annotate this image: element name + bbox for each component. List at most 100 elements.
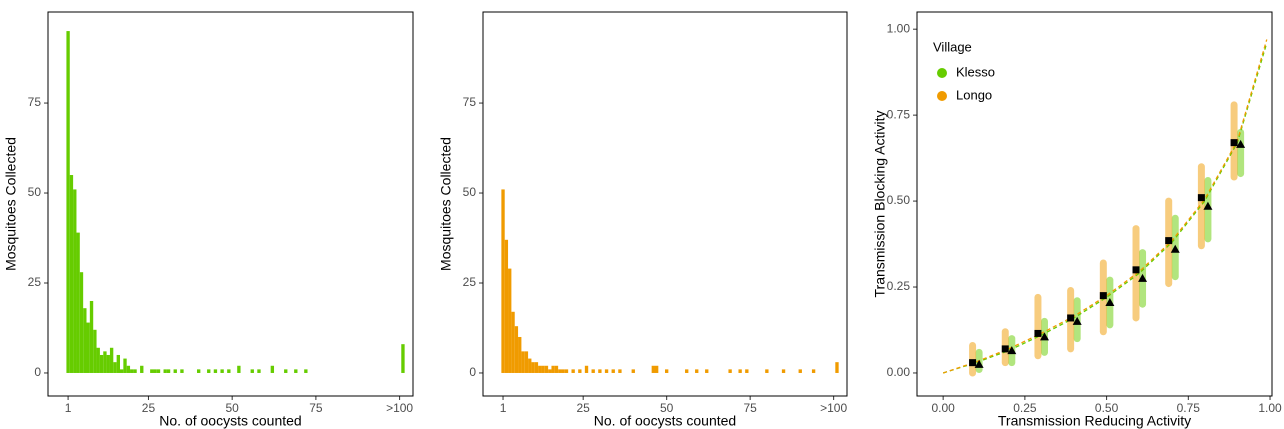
bar (83, 308, 87, 373)
x-tick-label: 0.00 (931, 401, 955, 415)
bar (518, 336, 522, 373)
bar (103, 351, 107, 373)
mean-marker (1197, 194, 1205, 202)
x-tick-label: >100 (820, 401, 847, 415)
bar (119, 369, 124, 373)
bar (811, 369, 816, 373)
bar (86, 322, 90, 373)
y-tick-label: 0.75 (887, 107, 911, 121)
bar (631, 369, 635, 373)
x-tick-label: 50 (660, 401, 674, 415)
legend-swatch (937, 91, 947, 101)
y-tick-label: 0.25 (887, 279, 911, 293)
mean-marker (1105, 297, 1115, 306)
y-tick-label: 75 (463, 95, 477, 109)
x-tick-label: 25 (577, 401, 591, 415)
bar (304, 369, 308, 373)
mean-marker (1072, 316, 1082, 325)
bar (528, 358, 532, 373)
bar (781, 369, 786, 373)
bar (651, 365, 655, 373)
bar (133, 369, 137, 373)
x-tick-label: 1.00 (1258, 401, 1282, 415)
x-tick-label: 50 (225, 401, 239, 415)
y-tick-label: 50 (28, 185, 42, 199)
bar (571, 369, 575, 373)
bar (705, 369, 709, 373)
bar (213, 369, 218, 373)
bar (501, 189, 505, 373)
mean-marker (1067, 314, 1075, 322)
mean-marker (1034, 329, 1042, 337)
x-tick-label: 1 (65, 401, 72, 415)
legend-swatch (937, 68, 947, 78)
bar (835, 362, 839, 373)
bar (524, 351, 529, 373)
mean-marker (1001, 345, 1009, 353)
mean-marker (1039, 332, 1049, 341)
legend-label: Longo (956, 87, 992, 102)
bar (126, 365, 131, 373)
y-tick-label: 0.00 (887, 365, 911, 379)
bar (166, 369, 171, 373)
bar (511, 311, 515, 373)
y-axis-title: Mosquitoes Collected (3, 137, 19, 271)
bar (220, 369, 224, 373)
bar (558, 369, 562, 373)
bar (584, 365, 589, 373)
bar (618, 369, 622, 373)
x-axis-title: Transmission Reducing Activity (998, 413, 1191, 429)
x-axis-title: No. of oocysts counted (159, 413, 301, 429)
mean-marker (1138, 273, 1148, 282)
plot-border (47, 11, 414, 397)
bar (106, 354, 110, 373)
bar (197, 369, 201, 373)
mean-marker (974, 359, 984, 368)
bar (123, 358, 127, 373)
bar (207, 369, 211, 373)
legend-title: Village (933, 39, 972, 54)
y-tick-label: 0 (469, 365, 476, 379)
x-tick-label: 0.75 (1177, 401, 1201, 415)
bar (554, 365, 559, 373)
mean-marker (1170, 244, 1180, 253)
y-axis-title: Mosquitoes Collected (438, 137, 454, 271)
mean-marker (1203, 201, 1213, 210)
bar (89, 300, 94, 373)
bar (798, 369, 802, 373)
bar (514, 326, 519, 373)
bar (538, 365, 542, 373)
bar (93, 329, 97, 373)
bar (116, 354, 120, 373)
bar (227, 369, 231, 373)
mean-marker (1007, 346, 1017, 355)
bar (294, 369, 298, 373)
bar (561, 369, 565, 373)
bar (728, 369, 732, 373)
bar (401, 344, 405, 373)
mean-marker (1236, 139, 1246, 148)
y-tick-label: 25 (28, 275, 42, 289)
bar (598, 369, 602, 373)
x-tick-label: 75 (743, 401, 757, 415)
x-tick-label: >100 (386, 401, 413, 415)
bar (564, 369, 569, 373)
bar (180, 369, 184, 373)
bar (257, 369, 261, 373)
bar (765, 369, 769, 373)
bar (237, 365, 241, 373)
legend-label: Klesso (956, 64, 995, 79)
y-tick-label: 0.50 (887, 193, 911, 207)
fit-line (942, 42, 1268, 374)
bar (284, 369, 288, 373)
bar (695, 369, 699, 373)
x-tick-label: 25 (142, 401, 156, 415)
bar (99, 354, 104, 373)
plot-border (916, 11, 1273, 397)
y-tick-label: 25 (463, 275, 477, 289)
x-tick-label: 0.50 (1095, 401, 1119, 415)
bar (551, 365, 555, 373)
bar (150, 369, 154, 373)
bar (745, 369, 749, 373)
mean-marker (1099, 292, 1107, 300)
